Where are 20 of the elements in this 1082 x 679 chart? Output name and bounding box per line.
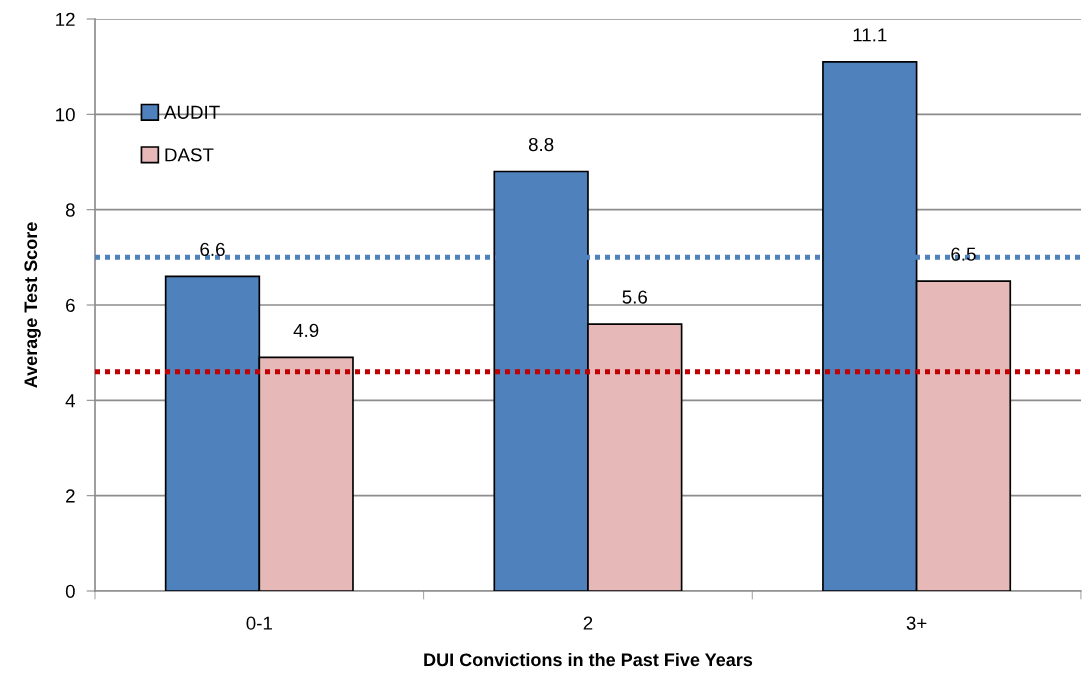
data-label: 5.6 — [622, 290, 647, 304]
y-tick-label: 0 — [65, 584, 75, 598]
legend-label: AUDIT — [163, 105, 220, 119]
data-label: 6.6 — [200, 242, 225, 257]
x-tick-label: 0-1 — [246, 616, 272, 630]
y-axis-title: Average Test Score — [24, 222, 41, 388]
x-tick-label: 2 — [583, 616, 593, 630]
data-label: 6.5 — [951, 247, 976, 261]
y-tick-label: 10 — [56, 108, 75, 122]
data-label: 11.1 — [853, 28, 887, 42]
data-label: 8.8 — [528, 137, 554, 152]
legend-label: DAST — [165, 148, 214, 162]
y-tick-label: 2 — [66, 489, 75, 503]
y-tick-label: 12 — [56, 12, 75, 26]
x-tick-label: 3+ — [906, 616, 927, 630]
y-tick-label: 4 — [65, 394, 76, 408]
data-label: 4.9 — [293, 323, 319, 338]
y-tick-label: 8 — [65, 203, 75, 217]
y-tick-label: 6 — [66, 298, 75, 312]
x-axis-title: DUI Convictions in the Past Five Years — [424, 652, 753, 667]
